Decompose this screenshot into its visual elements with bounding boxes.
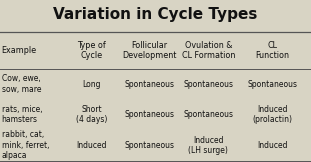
Text: Induced
(LH surge): Induced (LH surge) [188,136,228,155]
Text: Cow, ewe,
sow, mare: Cow, ewe, sow, mare [2,74,41,94]
Text: Variation in Cycle Types: Variation in Cycle Types [53,7,258,22]
Text: Short
(4 days): Short (4 days) [76,105,107,124]
Text: rats, mice,
hamsters: rats, mice, hamsters [2,105,42,124]
Text: Spontaneous: Spontaneous [183,80,233,88]
Text: Spontaneous: Spontaneous [124,80,174,88]
Text: Long: Long [82,80,101,88]
Text: Spontaneous: Spontaneous [247,80,297,88]
Text: CL
Function: CL Function [255,41,289,60]
Text: rabbit, cat,
mink, ferret,
alpaca: rabbit, cat, mink, ferret, alpaca [2,130,49,160]
Text: Example: Example [2,46,37,55]
Text: Spontaneous: Spontaneous [124,110,174,119]
Text: Induced: Induced [77,141,107,150]
Text: Ovulation &
CL Formation: Ovulation & CL Formation [182,41,235,60]
Text: Type of
Cycle: Type of Cycle [77,41,106,60]
Text: Spontaneous: Spontaneous [183,110,233,119]
Text: Follicular
Development: Follicular Development [122,41,176,60]
Text: Spontaneous: Spontaneous [124,141,174,150]
Text: Induced: Induced [257,141,287,150]
Text: Induced
(prolactin): Induced (prolactin) [252,105,292,124]
